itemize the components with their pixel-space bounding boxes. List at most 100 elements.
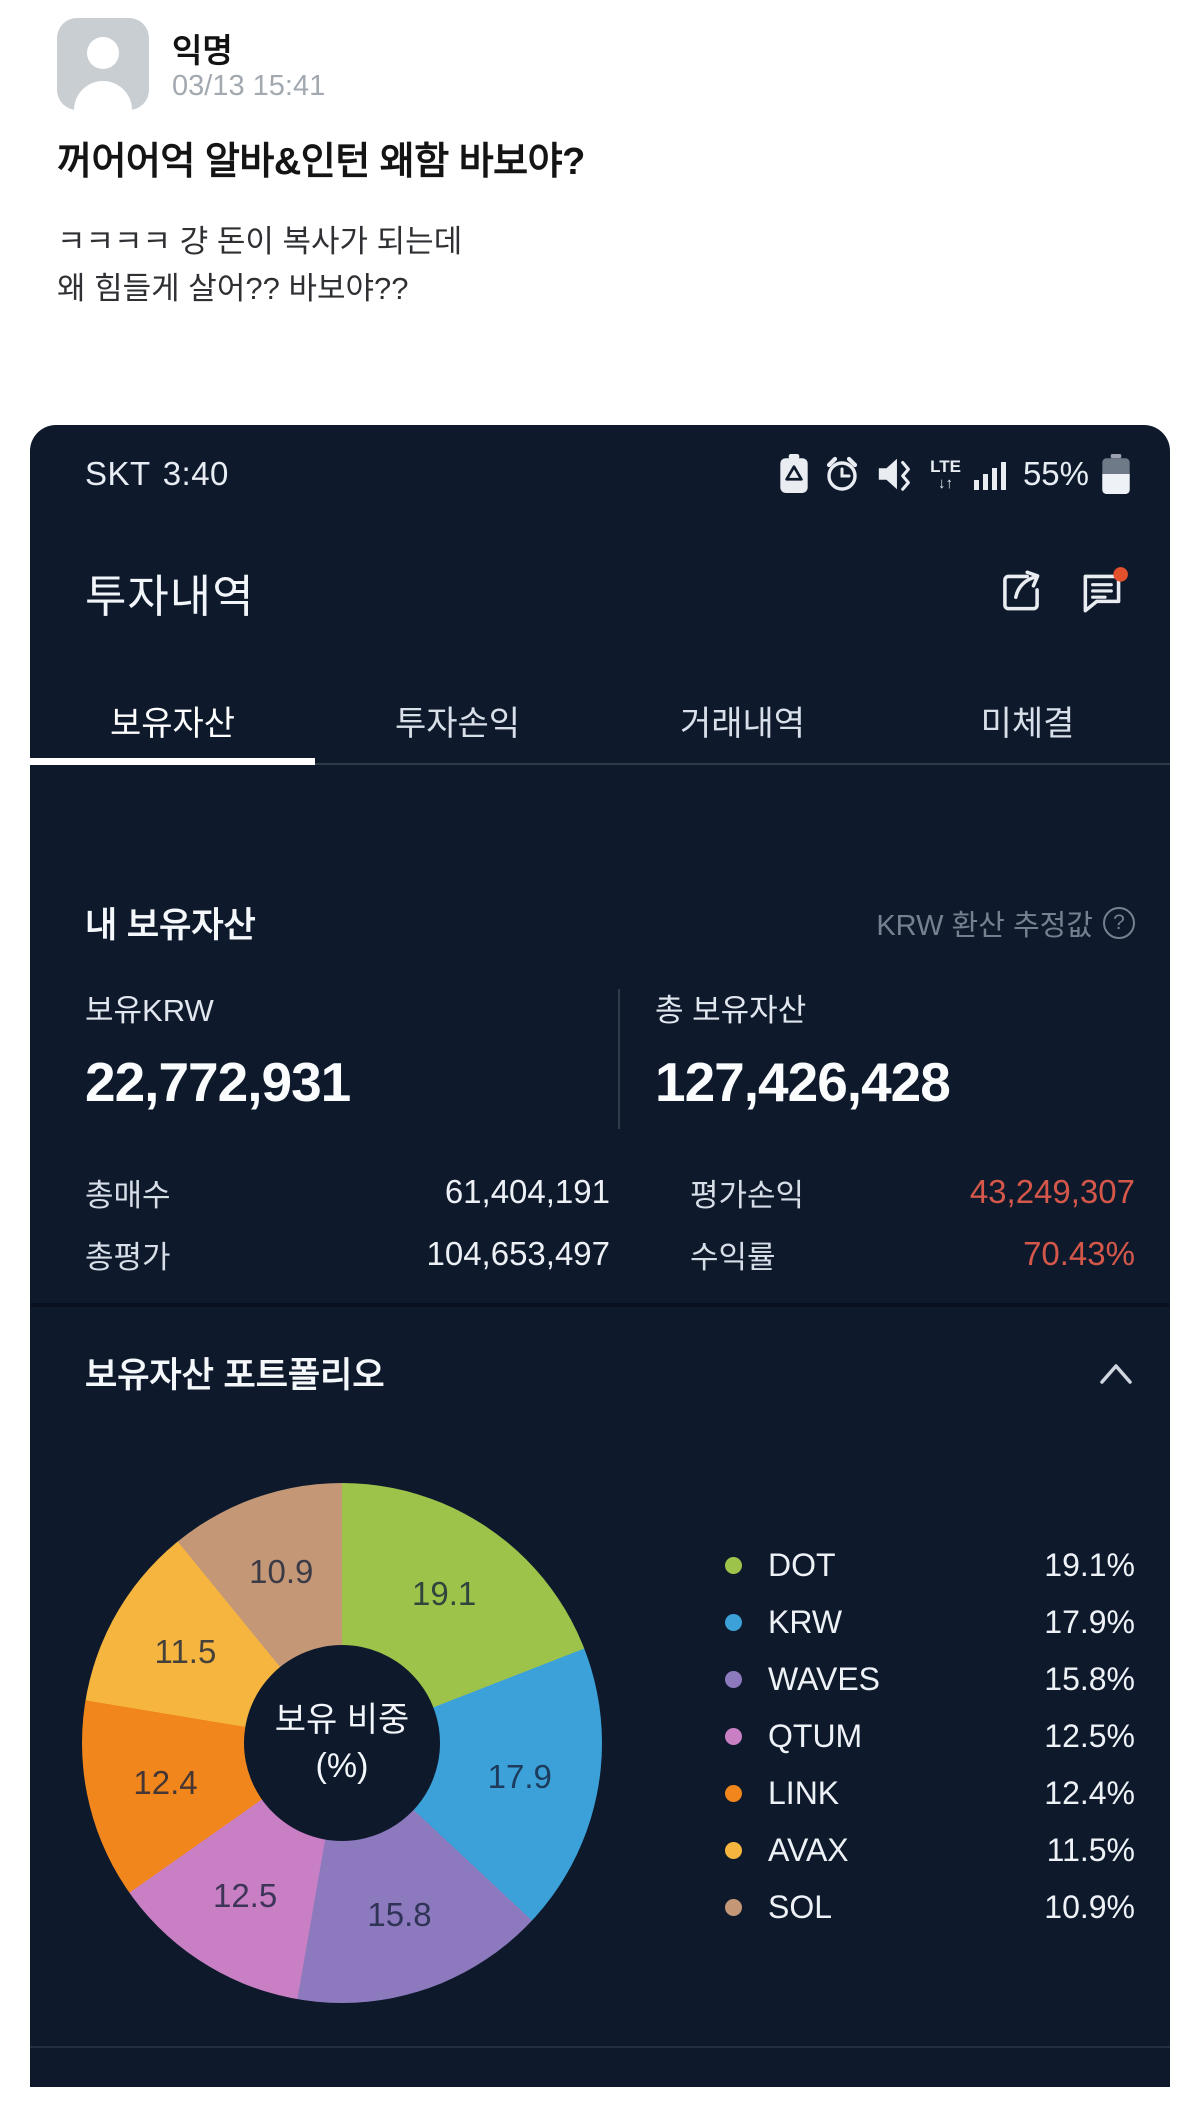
total-assets-label: 총 보유자산: [655, 993, 807, 1028]
legend-color-dot: [725, 1899, 742, 1916]
donut-slice-label: 12.5: [212, 1876, 278, 1914]
bottom-divider: [30, 2046, 1170, 2048]
eval-profit-value: 43,249,307: [969, 1173, 1135, 1210]
help-icon[interactable]: ?: [1103, 906, 1135, 939]
total-buy-value: 61,404,191: [444, 1173, 610, 1210]
holding-krw-value: 22,772,931: [85, 1051, 351, 1113]
holding-krw-label: 보유KRW: [85, 993, 214, 1028]
legend-coin-name: WAVES: [768, 1661, 881, 1697]
holding-krw-block: 보유KRW 22,772,931: [85, 985, 351, 1114]
donut-slice-label: 15.8: [367, 1895, 432, 1933]
legend-coin-name: AVAX: [768, 1832, 849, 1868]
legend-color-dot: [725, 1557, 742, 1574]
legend-item: LINK 12.4%: [725, 1765, 1135, 1822]
donut-slice-label: 17.9: [487, 1758, 552, 1796]
chat-icon[interactable]: [1076, 565, 1130, 619]
krw-estimate-note: KRW 환산 추정값 ?: [876, 902, 1135, 944]
legend-coin-name: SOL: [768, 1889, 833, 1925]
carrier-time: SKT 3:40: [85, 455, 229, 493]
total-assets-value: 127,426,428: [655, 1051, 951, 1113]
stats-row-2: 총평가 104,653,497 수익률 70.43%: [85, 1223, 1135, 1285]
donut-center-line1: 보유 비중: [274, 1701, 410, 1739]
trading-app-panel: SKT 3:40: [30, 425, 1170, 2087]
mute-vibrate-icon: [878, 458, 911, 491]
portfolio-donut-ring: 보유 비중 (%) 19.1 17.9 15.8 12.5 12.4 11.5 10.9: [82, 1483, 602, 2003]
stats-grid: 총매수 61,404,191 평가손익 43,249,307 총평가 104,6…: [85, 1161, 1135, 1285]
assets-section-title: 내 보유자산: [85, 906, 256, 945]
tab-trade-history[interactable]: 거래내역: [679, 704, 806, 743]
donut-slice-label: 10.9: [249, 1553, 314, 1591]
share-icon[interactable]: [994, 565, 1048, 619]
signal-icon: [973, 462, 1006, 490]
clock-text: 3:40: [162, 455, 229, 492]
post-body-line2: 왜 힘들게 살어?? 바보야??: [57, 271, 409, 306]
lte-icon: LTE ↓↑: [930, 456, 961, 492]
donut-slice-label: 11.5: [154, 1633, 217, 1671]
assets-section-header: 내 보유자산 KRW 환산 추정값 ?: [85, 897, 1135, 948]
header-icons: [994, 565, 1130, 619]
total-assets-block: 총 보유자산 127,426,428: [655, 985, 951, 1114]
donut-center: 보유 비중 (%): [244, 1645, 440, 1841]
donut-slice-label: 12.4: [133, 1764, 198, 1802]
legend-coin-name: LINK: [768, 1775, 840, 1811]
legend-item: SOL 10.9%: [725, 1879, 1135, 1936]
post-body-line1: ㅋㅋㅋㅋ 걍 돈이 복사가 되는데: [57, 224, 463, 259]
battery-percent: 55%: [1022, 455, 1089, 492]
legend-color-dot: [725, 1842, 742, 1859]
portfolio-legend: DOT 19.1% KRW 17.9% WAVES 15.8% QTUM 12.…: [725, 1537, 1135, 1936]
tab-profit-loss[interactable]: 투자손익: [394, 704, 521, 743]
tab-holdings[interactable]: 보유자산: [30, 677, 315, 765]
legend-coin-name: KRW: [768, 1604, 843, 1640]
total-eval-label: 총평가: [85, 1239, 171, 1275]
post-author: 익명: [172, 32, 233, 69]
tab-bar: 보유자산 투자손익 거래내역 미체결: [30, 677, 1170, 765]
legend-coin-name: DOT: [768, 1547, 836, 1583]
chevron-up-icon[interactable]: [1097, 1360, 1135, 1386]
total-buy-label: 총매수: [85, 1177, 171, 1213]
assets-summary: 보유KRW 22,772,931 총 보유자산 127,426,428: [85, 985, 1135, 1135]
legend-color-dot: [725, 1728, 742, 1745]
avatar[interactable]: [57, 18, 149, 110]
legend-color-dot: [725, 1614, 742, 1631]
legend-color-dot: [725, 1785, 742, 1802]
legend-percent: 19.1%: [1044, 1547, 1135, 1583]
legend-item: WAVES 15.8%: [725, 1651, 1135, 1708]
status-bar: SKT 3:40: [85, 451, 1130, 497]
donut-center-line2: (%): [315, 1747, 369, 1785]
legend-percent: 15.8%: [1044, 1661, 1135, 1697]
battery-saver-icon: [780, 454, 808, 493]
legend-percent: 11.5%: [1046, 1832, 1135, 1868]
battery-icon: [1102, 454, 1130, 494]
notification-dot: [1113, 567, 1128, 582]
stats-row-1: 총매수 61,404,191 평가손익 43,249,307: [85, 1161, 1135, 1223]
yield-value: 70.43%: [1023, 1235, 1135, 1272]
donut-slice-label: 19.1: [411, 1574, 477, 1612]
vertical-divider: [618, 989, 620, 1129]
portfolio-section-header: 보유자산 포트폴리오: [85, 1347, 1135, 1398]
legend-color-dot: [725, 1671, 742, 1688]
eval-profit-label: 평가손익: [690, 1177, 805, 1213]
total-eval-value: 104,653,497: [426, 1235, 610, 1272]
post-body: ㅋㅋㅋㅋ 걍 돈이 복사가 되는데 왜 힘들게 살어?? 바보야??: [57, 218, 462, 312]
legend-coin-name: QTUM: [768, 1718, 863, 1754]
app-header: 투자내역: [85, 553, 1130, 631]
alarm-icon: [826, 456, 858, 491]
legend-percent: 17.9%: [1044, 1604, 1135, 1640]
legend-item: AVAX 11.5%: [725, 1822, 1135, 1879]
portfolio-section-title: 보유자산 포트폴리오: [85, 1356, 385, 1395]
section-divider: [30, 1303, 1170, 1307]
post-title: 꺼어어억 알바&인턴 왜함 바보야?: [57, 141, 585, 183]
status-icons: LTE ↓↑ 55%: [779, 454, 1130, 494]
legend-percent: 12.4%: [1044, 1775, 1135, 1811]
carrier-label: SKT: [85, 455, 151, 492]
tab-open-orders[interactable]: 미체결: [980, 704, 1075, 743]
post-timestamp: 03/13 15:41: [172, 70, 326, 102]
legend-item: DOT 19.1%: [725, 1537, 1135, 1594]
legend-item: KRW 17.9%: [725, 1594, 1135, 1651]
app-title: 투자내역: [85, 570, 255, 622]
legend-percent: 10.9%: [1044, 1889, 1135, 1925]
legend-percent: 12.5%: [1044, 1718, 1135, 1754]
legend-item: QTUM 12.5%: [725, 1708, 1135, 1765]
person-icon: [57, 18, 149, 110]
